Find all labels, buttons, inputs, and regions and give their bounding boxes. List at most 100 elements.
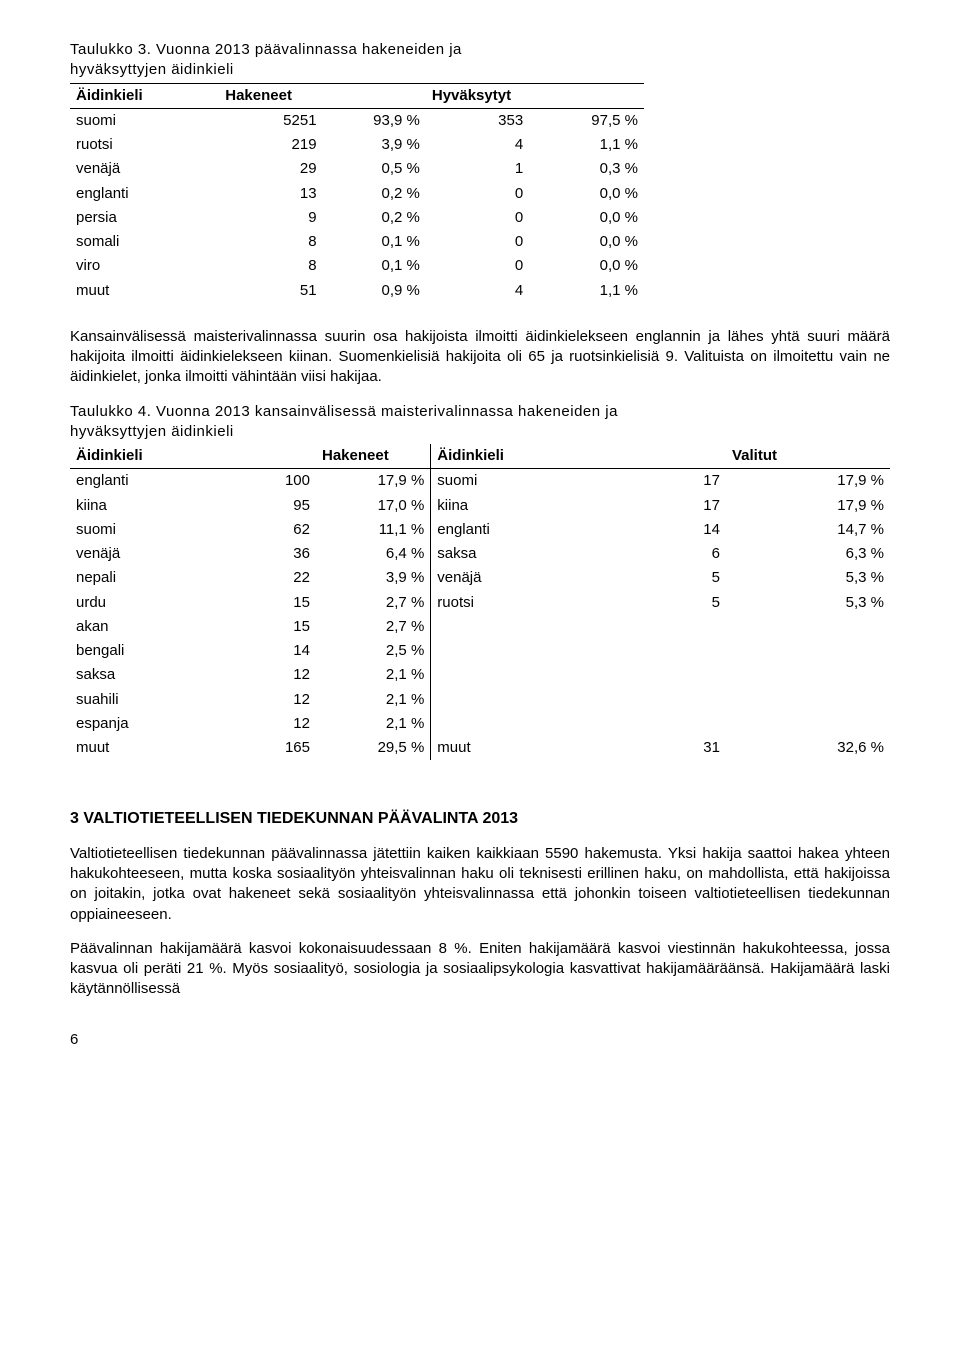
t3-pct: 0,1 % — [323, 254, 426, 278]
t4-l-n: 165 — [201, 736, 316, 760]
t4-r-n — [562, 712, 726, 736]
table-row: venäjä290,5 %10,3 % — [70, 157, 644, 181]
t3-pct2: 97,5 % — [529, 108, 644, 133]
para-kv-maisteri: Kansainvälisessä maisterivalinnassa suur… — [70, 327, 890, 388]
table3: Äidinkieli Hakeneet Hyväksytyt suomi5251… — [70, 83, 644, 303]
t4-l-lang: akan — [70, 615, 201, 639]
table-row: urdu152,7 %ruotsi55,3 % — [70, 591, 890, 615]
t3-n2: 0 — [426, 230, 529, 254]
t3-pct: 0,2 % — [323, 182, 426, 206]
t4-r-lang: suomi — [431, 469, 562, 494]
t3-n2: 4 — [426, 133, 529, 157]
t3-n: 13 — [219, 182, 322, 206]
table-row: ruotsi2193,9 %41,1 % — [70, 133, 644, 157]
t3-pct2: 0,3 % — [529, 157, 644, 181]
table4: Äidinkieli Hakeneet Äidinkieli Valitut e… — [70, 444, 890, 760]
t4-r-n: 14 — [562, 518, 726, 542]
t3-pct: 0,5 % — [323, 157, 426, 181]
table-row: suomi525193,9 %35397,5 % — [70, 108, 644, 133]
table3-title: Taulukko 3. Vuonna 2013 päävalinnassa ha… — [70, 40, 890, 81]
t4-l-lang: muut — [70, 736, 201, 760]
t4-l-lang: saksa — [70, 663, 201, 687]
t4-l-n: 14 — [201, 639, 316, 663]
t4-l-n: 22 — [201, 566, 316, 590]
t4-l-pct: 11,1 % — [316, 518, 431, 542]
t3-h-applied: Hakeneet — [219, 83, 426, 108]
t4-r-n: 17 — [562, 469, 726, 494]
t4-r-lang: ruotsi — [431, 591, 562, 615]
t3-pct2: 1,1 % — [529, 133, 644, 157]
t4-l-lang: suomi — [70, 518, 201, 542]
t4-r-n: 6 — [562, 542, 726, 566]
t3-lang: viro — [70, 254, 219, 278]
table4-title: Taulukko 4. Vuonna 2013 kansainvälisessä… — [70, 402, 890, 443]
t3-lang: suomi — [70, 108, 219, 133]
t3-pct: 0,2 % — [323, 206, 426, 230]
table3-title-line1: Taulukko 3. Vuonna 2013 päävalinnassa ha… — [70, 41, 462, 58]
table-row: venäjä366,4 %saksa66,3 % — [70, 542, 890, 566]
t4-hl-lang: Äidinkieli — [70, 444, 201, 469]
t4-r-pct: 17,9 % — [726, 494, 890, 518]
t4-l-lang: bengali — [70, 639, 201, 663]
t4-r-pct: 6,3 % — [726, 542, 890, 566]
t4-l-n: 36 — [201, 542, 316, 566]
t4-r-pct — [726, 663, 890, 687]
t4-r-pct — [726, 615, 890, 639]
table-row: suomi6211,1 %englanti1414,7 % — [70, 518, 890, 542]
table-row: kiina9517,0 %kiina1717,9 % — [70, 494, 890, 518]
t4-l-lang: englanti — [70, 469, 201, 494]
t3-n2: 353 — [426, 108, 529, 133]
t3-lang: somali — [70, 230, 219, 254]
t3-n2: 1 — [426, 157, 529, 181]
t3-n: 9 — [219, 206, 322, 230]
table-row: englanti10017,9 %suomi1717,9 % — [70, 469, 890, 494]
t3-n2: 0 — [426, 254, 529, 278]
t3-pct: 93,9 % — [323, 108, 426, 133]
t4-l-n: 100 — [201, 469, 316, 494]
table-row: akan152,7 % — [70, 615, 890, 639]
t3-h-lang: Äidinkieli — [70, 83, 219, 108]
table-row: bengali142,5 % — [70, 639, 890, 663]
t3-pct2: 0,0 % — [529, 182, 644, 206]
t4-l-lang: suahili — [70, 688, 201, 712]
t3-pct: 3,9 % — [323, 133, 426, 157]
page-number: 6 — [70, 1030, 890, 1050]
table4-title-line1: Taulukko 4. Vuonna 2013 kansainvälisessä… — [70, 403, 618, 420]
t3-lang: persia — [70, 206, 219, 230]
table3-title-line2: hyväksyttyjen äidinkieli — [70, 61, 234, 78]
t4-r-pct: 17,9 % — [726, 469, 890, 494]
t4-r-n — [562, 639, 726, 663]
t4-l-lang: kiina — [70, 494, 201, 518]
t4-r-n: 5 — [562, 591, 726, 615]
table-row: muut16529,5 %muut3132,6 % — [70, 736, 890, 760]
t4-l-n: 12 — [201, 688, 316, 712]
t4-r-pct: 5,3 % — [726, 591, 890, 615]
table-row: englanti130,2 %00,0 % — [70, 182, 644, 206]
t3-n2: 0 — [426, 182, 529, 206]
table-row: persia90,2 %00,0 % — [70, 206, 644, 230]
t4-l-pct: 17,9 % — [316, 469, 431, 494]
t3-pct2: 1,1 % — [529, 279, 644, 303]
section-heading: 3 VALTIOTIETEELLISEN TIEDEKUNNAN PÄÄVALI… — [70, 808, 890, 830]
t4-l-pct: 2,7 % — [316, 591, 431, 615]
t4-l-n: 95 — [201, 494, 316, 518]
t4-r-lang: muut — [431, 736, 562, 760]
t4-l-n: 15 — [201, 591, 316, 615]
t3-n: 8 — [219, 254, 322, 278]
t3-n: 51 — [219, 279, 322, 303]
t3-lang: muut — [70, 279, 219, 303]
t4-r-pct — [726, 712, 890, 736]
table-row: viro80,1 %00,0 % — [70, 254, 644, 278]
t3-pct2: 0,0 % — [529, 254, 644, 278]
t4-r-pct — [726, 688, 890, 712]
t4-r-lang: kiina — [431, 494, 562, 518]
t4-r-n: 31 — [562, 736, 726, 760]
t3-h-accepted: Hyväksytyt — [426, 83, 644, 108]
table-row: espanja122,1 % — [70, 712, 890, 736]
t4-hl-applied-lbl: Hakeneet — [316, 444, 431, 469]
t3-pct: 0,1 % — [323, 230, 426, 254]
t4-r-lang — [431, 639, 562, 663]
t4-l-pct: 2,5 % — [316, 639, 431, 663]
t4-r-lang — [431, 688, 562, 712]
t4-r-lang — [431, 663, 562, 687]
